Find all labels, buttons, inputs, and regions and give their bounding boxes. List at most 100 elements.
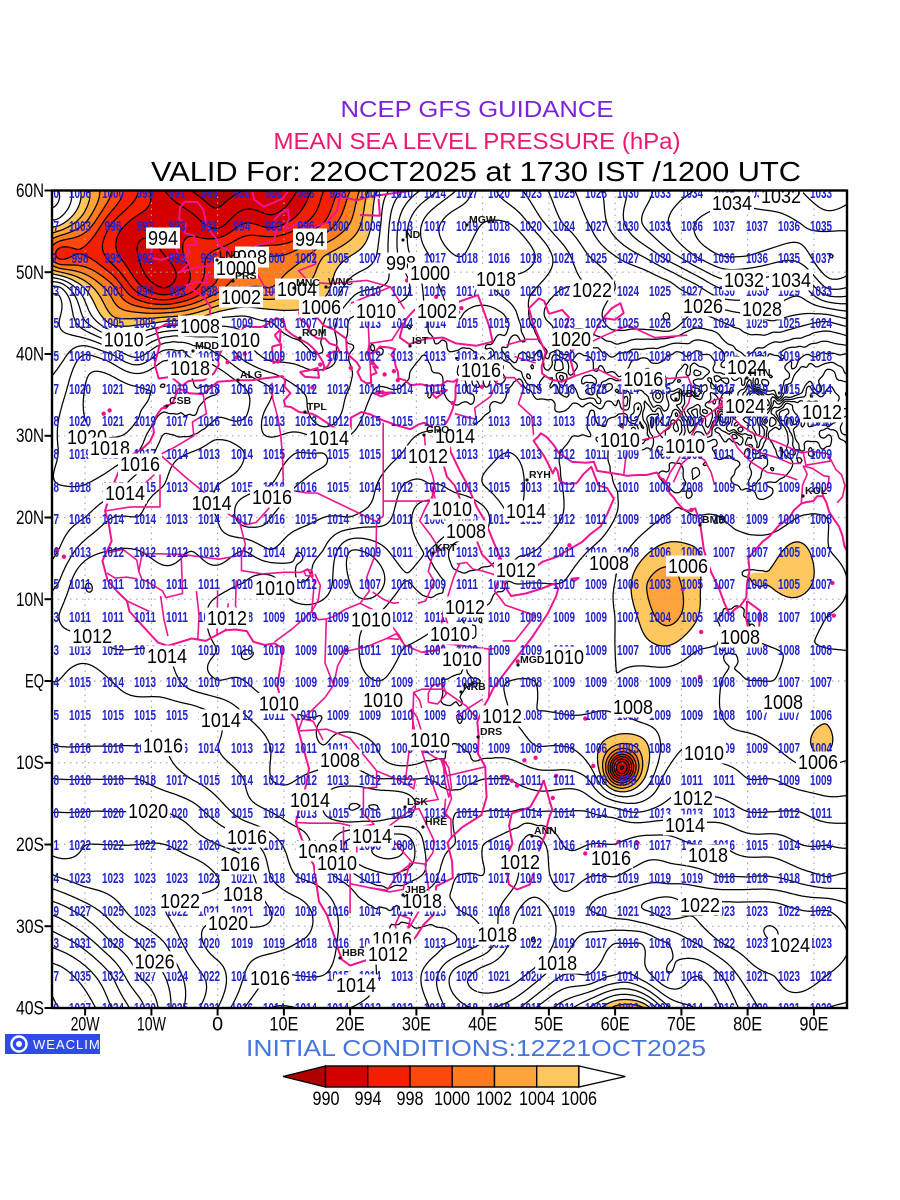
svg-text:1015: 1015 [488, 479, 510, 496]
svg-text:1014: 1014 [102, 674, 124, 691]
svg-text:1014: 1014 [327, 1000, 349, 1017]
svg-text:1027: 1027 [617, 250, 639, 267]
svg-text:1008: 1008 [263, 315, 285, 332]
svg-text:1007: 1007 [585, 1000, 607, 1017]
svg-text:1009: 1009 [295, 609, 317, 626]
svg-text:1008: 1008 [391, 740, 413, 757]
svg-text:1020: 1020 [553, 348, 575, 365]
svg-text:1015: 1015 [37, 707, 59, 724]
svg-text:1013: 1013 [456, 544, 478, 561]
svg-text:1036: 1036 [713, 250, 735, 267]
svg-text:WNC: WNC [328, 276, 353, 288]
svg-text:10N: 10N [16, 590, 44, 611]
svg-text:1018: 1018 [69, 479, 91, 496]
svg-text:1007: 1007 [713, 544, 735, 561]
svg-text:1010: 1010 [363, 690, 403, 712]
svg-text:IST: IST [412, 335, 429, 347]
svg-text:1009: 1009 [810, 479, 832, 496]
svg-text:1005: 1005 [327, 250, 349, 267]
svg-text:1009: 1009 [263, 348, 285, 365]
svg-text:1013: 1013 [37, 283, 59, 300]
svg-text:1010: 1010 [430, 624, 470, 646]
svg-text:1023: 1023 [166, 935, 188, 952]
svg-text:1016: 1016 [295, 968, 317, 985]
svg-text:1008: 1008 [553, 740, 575, 757]
svg-text:1034: 1034 [771, 270, 811, 292]
svg-text:EQ: EQ [25, 672, 44, 693]
svg-text:1008: 1008 [456, 674, 478, 691]
svg-text:1009: 1009 [810, 446, 832, 463]
svg-text:1010: 1010 [351, 610, 391, 632]
svg-text:1018: 1018 [585, 381, 607, 398]
svg-text:1012: 1012 [166, 544, 188, 561]
svg-text:1012: 1012 [102, 544, 124, 561]
svg-text:1015: 1015 [198, 772, 220, 789]
svg-text:1011: 1011 [102, 576, 124, 593]
svg-text:10W: 10W [137, 1015, 166, 1036]
svg-text:1013: 1013 [488, 413, 510, 430]
svg-text:1013: 1013 [424, 935, 446, 952]
svg-text:1014: 1014 [327, 511, 349, 528]
svg-text:1020: 1020 [520, 218, 542, 235]
svg-text:1011: 1011 [456, 576, 478, 593]
svg-text:1009: 1009 [746, 511, 768, 528]
svg-text:10S: 10S [16, 753, 44, 774]
svg-text:1008: 1008 [553, 707, 575, 724]
svg-text:1017: 1017 [585, 935, 607, 952]
svg-text:1016: 1016 [295, 446, 317, 463]
svg-text:1014: 1014 [488, 805, 510, 822]
svg-text:1016: 1016 [295, 870, 317, 887]
svg-text:1017: 1017 [649, 837, 671, 854]
svg-text:1012: 1012 [445, 597, 485, 619]
svg-text:1007: 1007 [359, 576, 381, 593]
svg-text:1021: 1021 [520, 903, 542, 920]
svg-text:1023: 1023 [134, 870, 156, 887]
svg-text:1011: 1011 [810, 805, 832, 822]
svg-text:1008: 1008 [649, 479, 671, 496]
svg-text:1027: 1027 [134, 968, 156, 985]
svg-text:1014: 1014 [134, 348, 156, 365]
svg-text:1013: 1013 [424, 837, 446, 854]
svg-text:1007: 1007 [69, 283, 91, 300]
svg-text:1018: 1018 [456, 250, 478, 267]
svg-text:1008: 1008 [520, 707, 542, 724]
svg-text:JHB: JHB [405, 884, 426, 896]
svg-text:1033: 1033 [649, 218, 671, 235]
svg-text:1032: 1032 [102, 968, 124, 985]
svg-text:1009: 1009 [456, 740, 478, 757]
svg-text:1009: 1009 [488, 740, 510, 757]
svg-text:1024: 1024 [810, 315, 832, 332]
svg-text:1015: 1015 [231, 479, 253, 496]
svg-text:1013: 1013 [263, 413, 285, 430]
svg-text:1014: 1014 [456, 805, 478, 822]
svg-text:1012: 1012 [617, 805, 639, 822]
svg-text:1018: 1018 [681, 348, 703, 365]
svg-text:1000: 1000 [434, 1089, 470, 1110]
svg-text:80E: 80E [733, 1015, 762, 1036]
svg-text:1020: 1020 [551, 329, 591, 351]
svg-text:1023: 1023 [778, 968, 800, 985]
svg-text:1014: 1014 [198, 740, 220, 757]
svg-text:1020: 1020 [617, 348, 639, 365]
svg-text:1015: 1015 [424, 1000, 446, 1017]
svg-text:1037: 1037 [37, 968, 59, 985]
svg-text:990: 990 [266, 185, 283, 202]
svg-text:1004: 1004 [277, 279, 317, 301]
svg-text:1009: 1009 [327, 609, 349, 626]
svg-text:1019: 1019 [553, 903, 575, 920]
svg-text:1009: 1009 [327, 707, 349, 724]
svg-text:1017: 1017 [488, 870, 510, 887]
svg-text:1007: 1007 [746, 544, 768, 561]
svg-text:1011: 1011 [69, 576, 91, 593]
svg-text:1011: 1011 [520, 772, 542, 789]
svg-text:1012: 1012 [359, 772, 381, 789]
svg-text:1014: 1014 [134, 511, 156, 528]
svg-text:LND: LND [219, 249, 241, 261]
svg-text:1011: 1011 [102, 609, 124, 626]
svg-text:1019: 1019 [520, 870, 542, 887]
svg-text:1019: 1019 [585, 348, 607, 365]
svg-text:1018: 1018 [476, 269, 516, 291]
svg-text:20E: 20E [336, 1015, 365, 1036]
svg-text:995: 995 [105, 250, 122, 267]
svg-text:1007: 1007 [713, 576, 735, 593]
